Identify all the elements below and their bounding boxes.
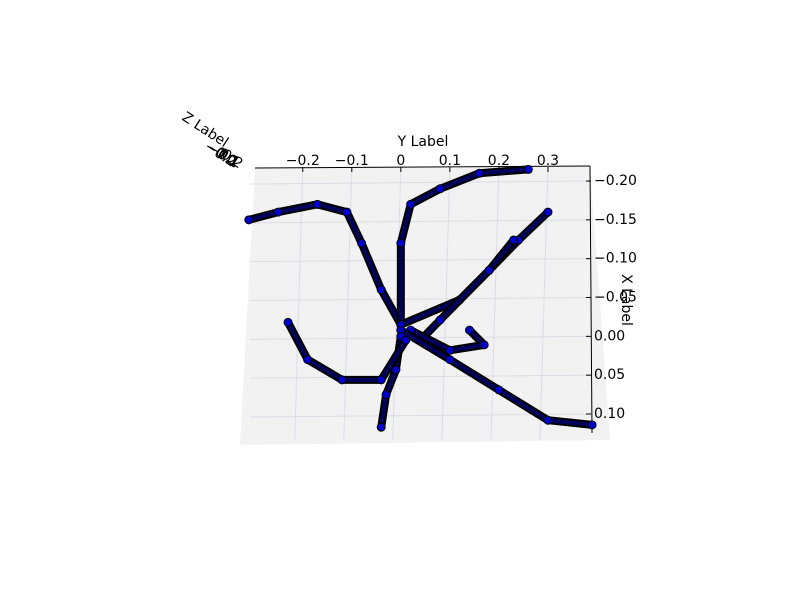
point — [494, 385, 504, 395]
point — [523, 164, 533, 174]
y-axis-line — [254, 165, 591, 169]
point — [273, 207, 283, 217]
grid-line — [249, 180, 592, 185]
point — [406, 199, 416, 209]
point — [283, 317, 293, 327]
point — [509, 235, 519, 245]
point — [244, 215, 254, 225]
x-axis-label: X Label — [618, 274, 634, 326]
trajectory — [396, 165, 533, 329]
point — [445, 355, 455, 365]
x-tick-label: −0.05 — [594, 290, 637, 306]
x-tick-label: 0.00 — [594, 328, 625, 344]
point — [464, 325, 474, 335]
x-tick-label: −0.15 — [594, 212, 637, 228]
point — [435, 315, 445, 325]
point — [312, 199, 322, 209]
y-tick-label: −0.2 — [286, 153, 320, 169]
x-axis-line — [589, 165, 593, 434]
point — [587, 420, 597, 430]
point — [376, 422, 386, 432]
point — [342, 207, 352, 217]
y-axis-label: Y Label — [397, 134, 449, 150]
trajectory — [406, 326, 489, 355]
grid-line — [249, 374, 592, 379]
point — [303, 355, 313, 365]
x-tick-label: 0.05 — [594, 367, 625, 383]
y-tick-label: 0.1 — [439, 153, 461, 169]
point — [435, 184, 445, 194]
point — [396, 238, 406, 248]
point — [543, 207, 553, 217]
point — [479, 340, 489, 350]
x-tick-label: −0.20 — [594, 173, 637, 189]
point — [376, 375, 386, 385]
x-tick-label: −0.10 — [594, 251, 637, 267]
point — [337, 375, 347, 385]
point — [543, 415, 553, 425]
y-tick-label: 0 — [396, 153, 405, 169]
grid-line — [490, 167, 500, 441]
trajectory-core — [418, 238, 516, 343]
x-tick-label: 0.10 — [594, 406, 625, 422]
y-tick-label: −0.1 — [335, 153, 369, 169]
trajectory — [416, 236, 518, 345]
trajectory-core — [398, 167, 531, 327]
point — [474, 168, 484, 178]
point — [445, 345, 455, 355]
y-tick-label: 0.2 — [488, 153, 510, 169]
trajectory-core — [408, 328, 487, 353]
point — [484, 265, 494, 275]
point — [376, 285, 386, 295]
grid-line — [294, 167, 304, 441]
point — [381, 390, 391, 400]
grid-line — [249, 258, 592, 263]
point — [357, 238, 367, 248]
grid-line — [249, 297, 592, 302]
point — [401, 335, 411, 345]
y-tick-label: 0.3 — [537, 153, 559, 169]
